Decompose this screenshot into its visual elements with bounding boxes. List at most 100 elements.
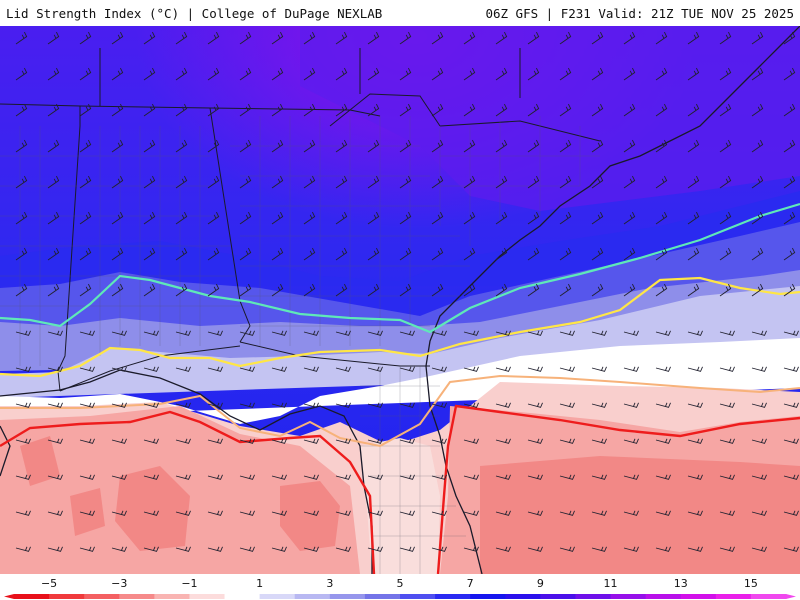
wind-barb: [655, 211, 668, 225]
wind-barb: [239, 366, 255, 372]
wind-barb: [463, 546, 479, 552]
color-scale-min-arrow: [4, 594, 14, 599]
wind-barb: [47, 402, 63, 408]
wind-barb: [399, 546, 415, 552]
wind-barb: [655, 103, 668, 117]
color-scale-segments: [4, 594, 796, 599]
wind-barb: [175, 438, 191, 444]
wind-barb: [111, 175, 124, 189]
wind-barb: [143, 31, 156, 45]
wind-barb: [15, 402, 31, 408]
wind-barb: [559, 103, 572, 117]
wind-barb: [303, 546, 319, 552]
wind-barb: [15, 283, 28, 297]
color-scale-segment: [364, 594, 401, 599]
wind-barb: [239, 211, 252, 225]
color-scale-segment: [400, 594, 436, 599]
county-lines: [0, 116, 600, 574]
wind-barb: [367, 438, 383, 444]
wind-barb: [175, 67, 188, 81]
wind-barb: [15, 247, 28, 261]
wind-barb: [783, 438, 799, 444]
wind-barb: [783, 211, 796, 225]
wind-barb: [239, 103, 252, 117]
wind-barb: [47, 175, 60, 189]
color-scale-segment: [575, 594, 612, 599]
wind-barb: [399, 31, 412, 45]
wind-barb: [207, 103, 220, 117]
wind-barb: [623, 31, 636, 45]
wind-barb: [687, 31, 700, 45]
wind-barb: [271, 211, 284, 225]
wind-barb: [111, 247, 124, 261]
wind-barb: [303, 211, 316, 225]
wind-barb: [463, 510, 479, 516]
wind-barb: [559, 247, 572, 261]
wind-barb: [303, 103, 316, 117]
wind-barb: [335, 510, 351, 516]
wind-barb: [719, 103, 732, 117]
wind-barb: [207, 247, 220, 261]
field-salmon-blob-2: [280, 481, 340, 551]
wind-barb: [111, 474, 127, 480]
wind-barb: [559, 31, 572, 45]
wind-barb: [751, 438, 767, 444]
wind-barb: [207, 546, 223, 552]
wind-barb: [175, 139, 188, 153]
wind-barb: [591, 402, 607, 408]
wind-barb: [527, 402, 543, 408]
wind-barb: [495, 103, 508, 117]
wind-barb: [623, 474, 639, 480]
wind-barb: [175, 103, 188, 117]
wind-barb: [719, 474, 735, 480]
wind-barb: [47, 330, 63, 336]
color-scale-segment: [154, 594, 190, 599]
wind-barb: [655, 139, 668, 153]
wind-barb: [399, 139, 412, 153]
wind-barb: [431, 31, 444, 45]
wind-barb: [399, 438, 415, 444]
wind-barb: [207, 402, 223, 408]
color-scale-segment: [645, 594, 682, 599]
wind-barb: [655, 438, 671, 444]
wind-barb: [495, 402, 511, 408]
color-scale-segment: [470, 594, 506, 599]
wind-barb: [79, 247, 92, 261]
wind-barb: [271, 247, 284, 261]
wind-barb: [207, 67, 220, 81]
color-scale-segment: [119, 594, 155, 599]
wind-barb: [591, 438, 607, 444]
wind-barb: [239, 31, 252, 45]
wind-barb: [143, 211, 156, 225]
field-purple-region: [300, 26, 800, 211]
wind-barb: [47, 31, 60, 45]
wind-barb: [79, 402, 95, 408]
wind-barb: [431, 247, 444, 261]
state-boundaries: [0, 48, 601, 392]
wind-barb: [335, 330, 351, 336]
contour-5: [0, 202, 800, 334]
wind-barb: [143, 283, 156, 297]
wind-barb: [527, 474, 543, 480]
wind-barb: [335, 438, 351, 444]
color-scale-max-arrow: [786, 594, 796, 599]
wind-barb: [591, 510, 607, 516]
wind-barb: [431, 438, 447, 444]
wind-barb: [751, 175, 764, 189]
wind-barb: [207, 438, 223, 444]
wind-barb: [655, 474, 671, 480]
wind-barb: [623, 366, 639, 372]
wind-barb: [655, 510, 671, 516]
color-scale-segment: [49, 594, 85, 599]
wind-barb: [207, 283, 220, 297]
wind-barb: [655, 67, 668, 81]
wind-barb: [175, 31, 188, 45]
wind-barb: [143, 438, 159, 444]
wind-barb: [463, 139, 476, 153]
wind-barb: [719, 438, 735, 444]
wind-barb: [335, 366, 351, 372]
wind-barb: [751, 103, 764, 117]
wind-barb: [335, 211, 348, 225]
wind-barb: [463, 366, 479, 372]
wind-barb: [303, 175, 316, 189]
